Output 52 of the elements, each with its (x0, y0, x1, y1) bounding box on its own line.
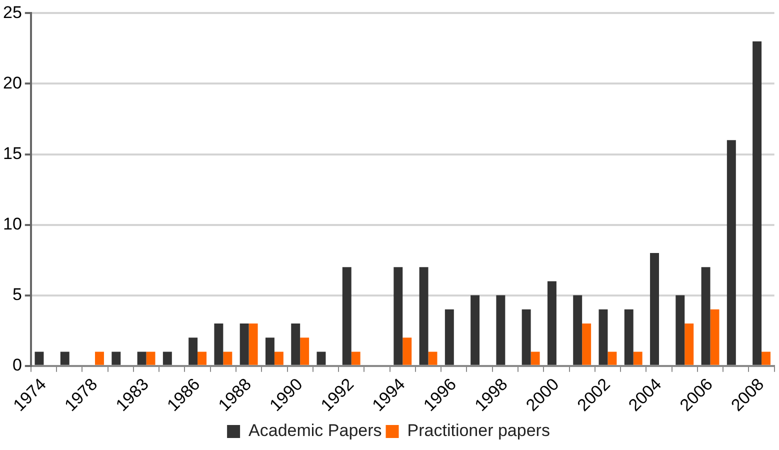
bar (726, 140, 736, 365)
y-tick-label: 20 (2, 73, 22, 92)
bar (582, 324, 592, 365)
y-tick-label: 15 (2, 144, 22, 163)
y-tick-label: 10 (2, 214, 22, 234)
bar (762, 352, 771, 365)
bar (274, 352, 284, 365)
bar (112, 352, 121, 365)
bar (608, 352, 617, 365)
bar (198, 352, 207, 365)
bar (701, 267, 710, 365)
bar (470, 295, 480, 365)
bar (650, 252, 659, 365)
legend-label: Practitioner papers (407, 421, 550, 440)
bar (240, 324, 249, 365)
legend-label: Academic Papers (248, 421, 382, 440)
bar (188, 338, 198, 365)
bar (162, 352, 172, 365)
y-tick-label: 5 (12, 284, 22, 304)
bar (214, 324, 224, 365)
bar (34, 352, 44, 365)
bar (624, 309, 634, 365)
bar (248, 324, 258, 365)
bar (684, 324, 694, 365)
bar (752, 41, 762, 365)
bar (598, 309, 608, 365)
bar (60, 352, 70, 365)
bar (300, 338, 310, 365)
bar (633, 352, 642, 365)
bar (394, 267, 403, 365)
bar (223, 352, 232, 365)
bar (146, 352, 156, 365)
bar (428, 352, 438, 365)
bar (710, 309, 720, 365)
bar (95, 352, 104, 365)
bar (676, 295, 685, 365)
bar (444, 309, 454, 365)
bar (496, 295, 506, 365)
bar (351, 352, 360, 365)
y-tick-label: 0 (12, 356, 22, 375)
bar (137, 352, 146, 365)
y-tick-label: 25 (2, 2, 22, 22)
bar (342, 267, 352, 365)
bar (530, 352, 540, 365)
bar (573, 295, 582, 365)
bar (402, 338, 412, 365)
bar (547, 281, 556, 365)
bar (265, 338, 274, 365)
bar (291, 324, 300, 365)
bar (419, 267, 428, 365)
bar (522, 309, 531, 365)
bar (316, 352, 326, 365)
